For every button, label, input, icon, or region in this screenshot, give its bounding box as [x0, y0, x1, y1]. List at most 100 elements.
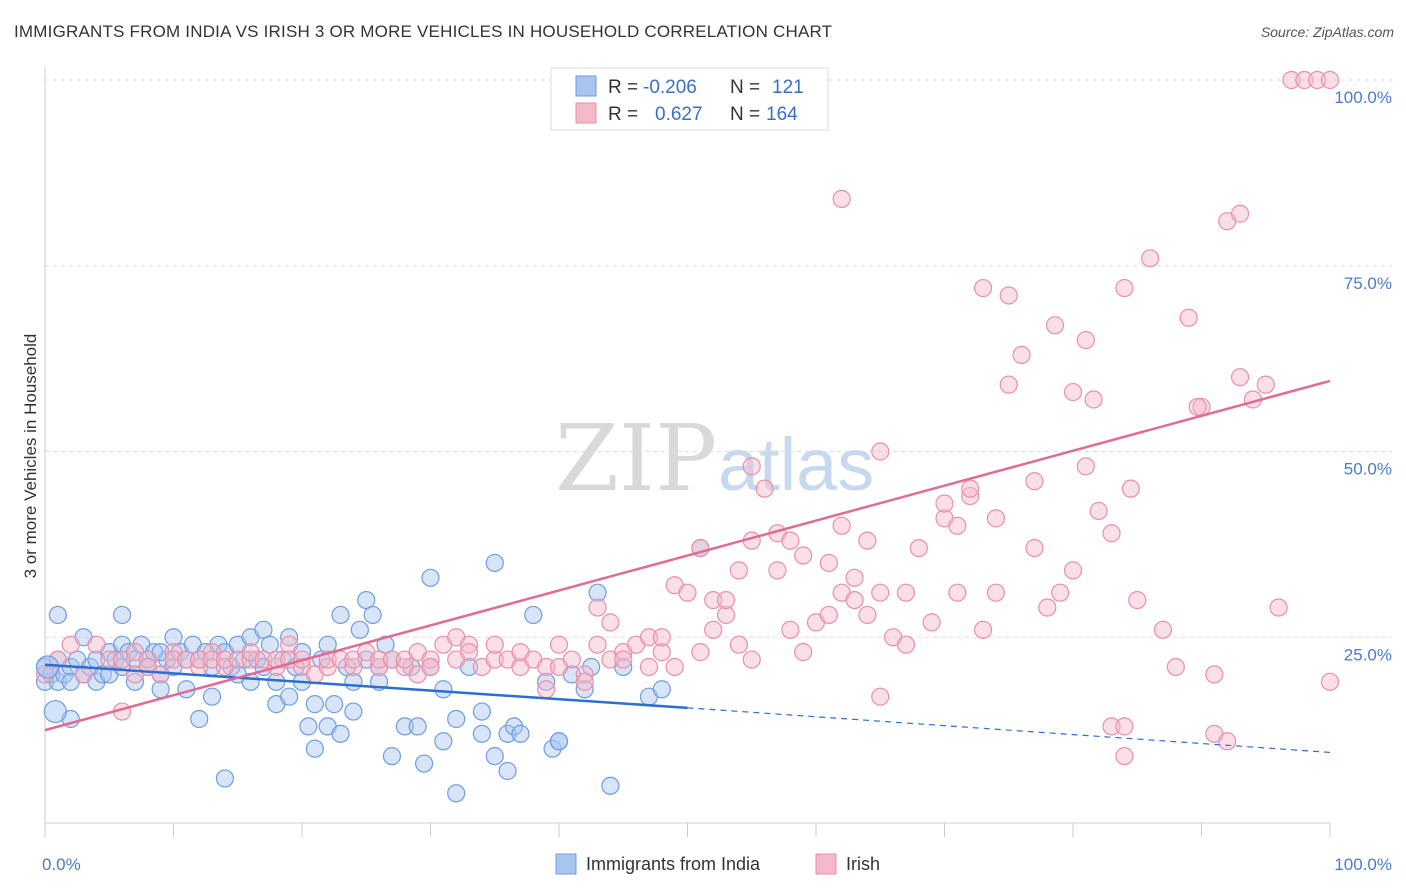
data-point: [1013, 346, 1030, 363]
data-point: [1122, 480, 1139, 497]
data-point: [756, 480, 773, 497]
bottom-legend-swatch-india: [556, 854, 576, 874]
bottom-legend-label-irish: Irish: [846, 854, 880, 874]
data-point: [538, 681, 555, 698]
data-point: [1154, 621, 1171, 638]
data-point: [49, 606, 66, 623]
x-tick-label: 0.0%: [42, 855, 81, 874]
data-point: [281, 688, 298, 705]
data-point: [975, 280, 992, 297]
data-point: [1116, 280, 1133, 297]
y-tick-label: 50.0%: [1344, 460, 1392, 479]
data-point: [795, 644, 812, 661]
data-point: [1085, 391, 1102, 408]
data-point: [422, 569, 439, 586]
y-tick-label: 100.0%: [1334, 88, 1392, 107]
data-point: [422, 658, 439, 675]
data-point: [1026, 473, 1043, 490]
data-point: [743, 651, 760, 668]
data-point: [897, 584, 914, 601]
data-point: [499, 762, 516, 779]
data-point: [923, 614, 940, 631]
data-point: [1026, 540, 1043, 557]
data-point: [872, 584, 889, 601]
data-point: [461, 644, 478, 661]
data-point: [364, 606, 381, 623]
data-point: [216, 770, 233, 787]
data-point: [1116, 718, 1133, 735]
data-point: [1047, 317, 1064, 334]
data-point: [1322, 673, 1339, 690]
data-point: [1116, 748, 1133, 765]
data-point: [833, 517, 850, 534]
series-legend: Immigrants from India Irish: [556, 854, 880, 874]
data-point: [152, 666, 169, 683]
data-point: [1103, 525, 1120, 542]
data-point: [692, 644, 709, 661]
data-point: [37, 656, 59, 678]
data-point: [326, 696, 343, 713]
data-point: [1077, 458, 1094, 475]
data-point: [512, 725, 529, 742]
data-point: [1167, 658, 1184, 675]
data-point: [589, 599, 606, 616]
data-point: [204, 688, 221, 705]
data-point: [306, 740, 323, 757]
data-point: [820, 554, 837, 571]
data-point: [846, 592, 863, 609]
data-point: [769, 562, 786, 579]
data-point: [1206, 725, 1223, 742]
data-point: [859, 606, 876, 623]
data-point: [1000, 287, 1017, 304]
data-point: [435, 733, 452, 750]
x-tick-label: 100.0%: [1334, 855, 1392, 874]
legend-n-value-irish: 164: [766, 104, 798, 125]
data-point: [1077, 332, 1094, 349]
data-point: [705, 621, 722, 638]
data-point: [1270, 599, 1287, 616]
data-point: [486, 554, 503, 571]
data-point: [833, 190, 850, 207]
data-point: [191, 710, 208, 727]
data-point: [1090, 502, 1107, 519]
data-point: [962, 480, 979, 497]
data-point: [435, 681, 452, 698]
data-point: [44, 701, 66, 723]
data-point: [1129, 592, 1146, 609]
data-point: [872, 688, 889, 705]
data-point: [936, 495, 953, 512]
data-point: [306, 696, 323, 713]
data-point: [589, 636, 606, 653]
data-point: [448, 785, 465, 802]
data-point: [563, 651, 580, 668]
legend-swatch-irish: [576, 103, 596, 123]
data-point: [666, 658, 683, 675]
data-point: [949, 517, 966, 534]
y-axis-label: 3 or more Vehicles in Household: [21, 334, 40, 579]
bottom-legend-label-india: Immigrants from India: [586, 854, 761, 874]
data-point: [602, 614, 619, 631]
data-point: [409, 718, 426, 735]
data-point: [88, 636, 105, 653]
y-tick-label: 25.0%: [1344, 645, 1392, 664]
data-point: [730, 562, 747, 579]
legend-r-value-india: -0.206: [643, 77, 697, 98]
data-point: [897, 636, 914, 653]
data-point: [782, 621, 799, 638]
legend-swatch-india: [576, 76, 596, 96]
legend-n-value-india: 121: [772, 77, 804, 98]
data-point: [975, 621, 992, 638]
data-point: [1322, 72, 1339, 89]
data-point: [872, 443, 889, 460]
data-point: [987, 510, 1004, 527]
data-point: [653, 629, 670, 646]
data-point: [332, 606, 349, 623]
data-point: [602, 777, 619, 794]
data-point: [743, 458, 760, 475]
data-point: [820, 606, 837, 623]
data-point: [1065, 384, 1082, 401]
scatter-chart: ZIP atlas 3 or more Vehicles in Househol…: [0, 0, 1406, 892]
data-point: [551, 733, 568, 750]
data-point: [1000, 376, 1017, 393]
data-point: [486, 748, 503, 765]
